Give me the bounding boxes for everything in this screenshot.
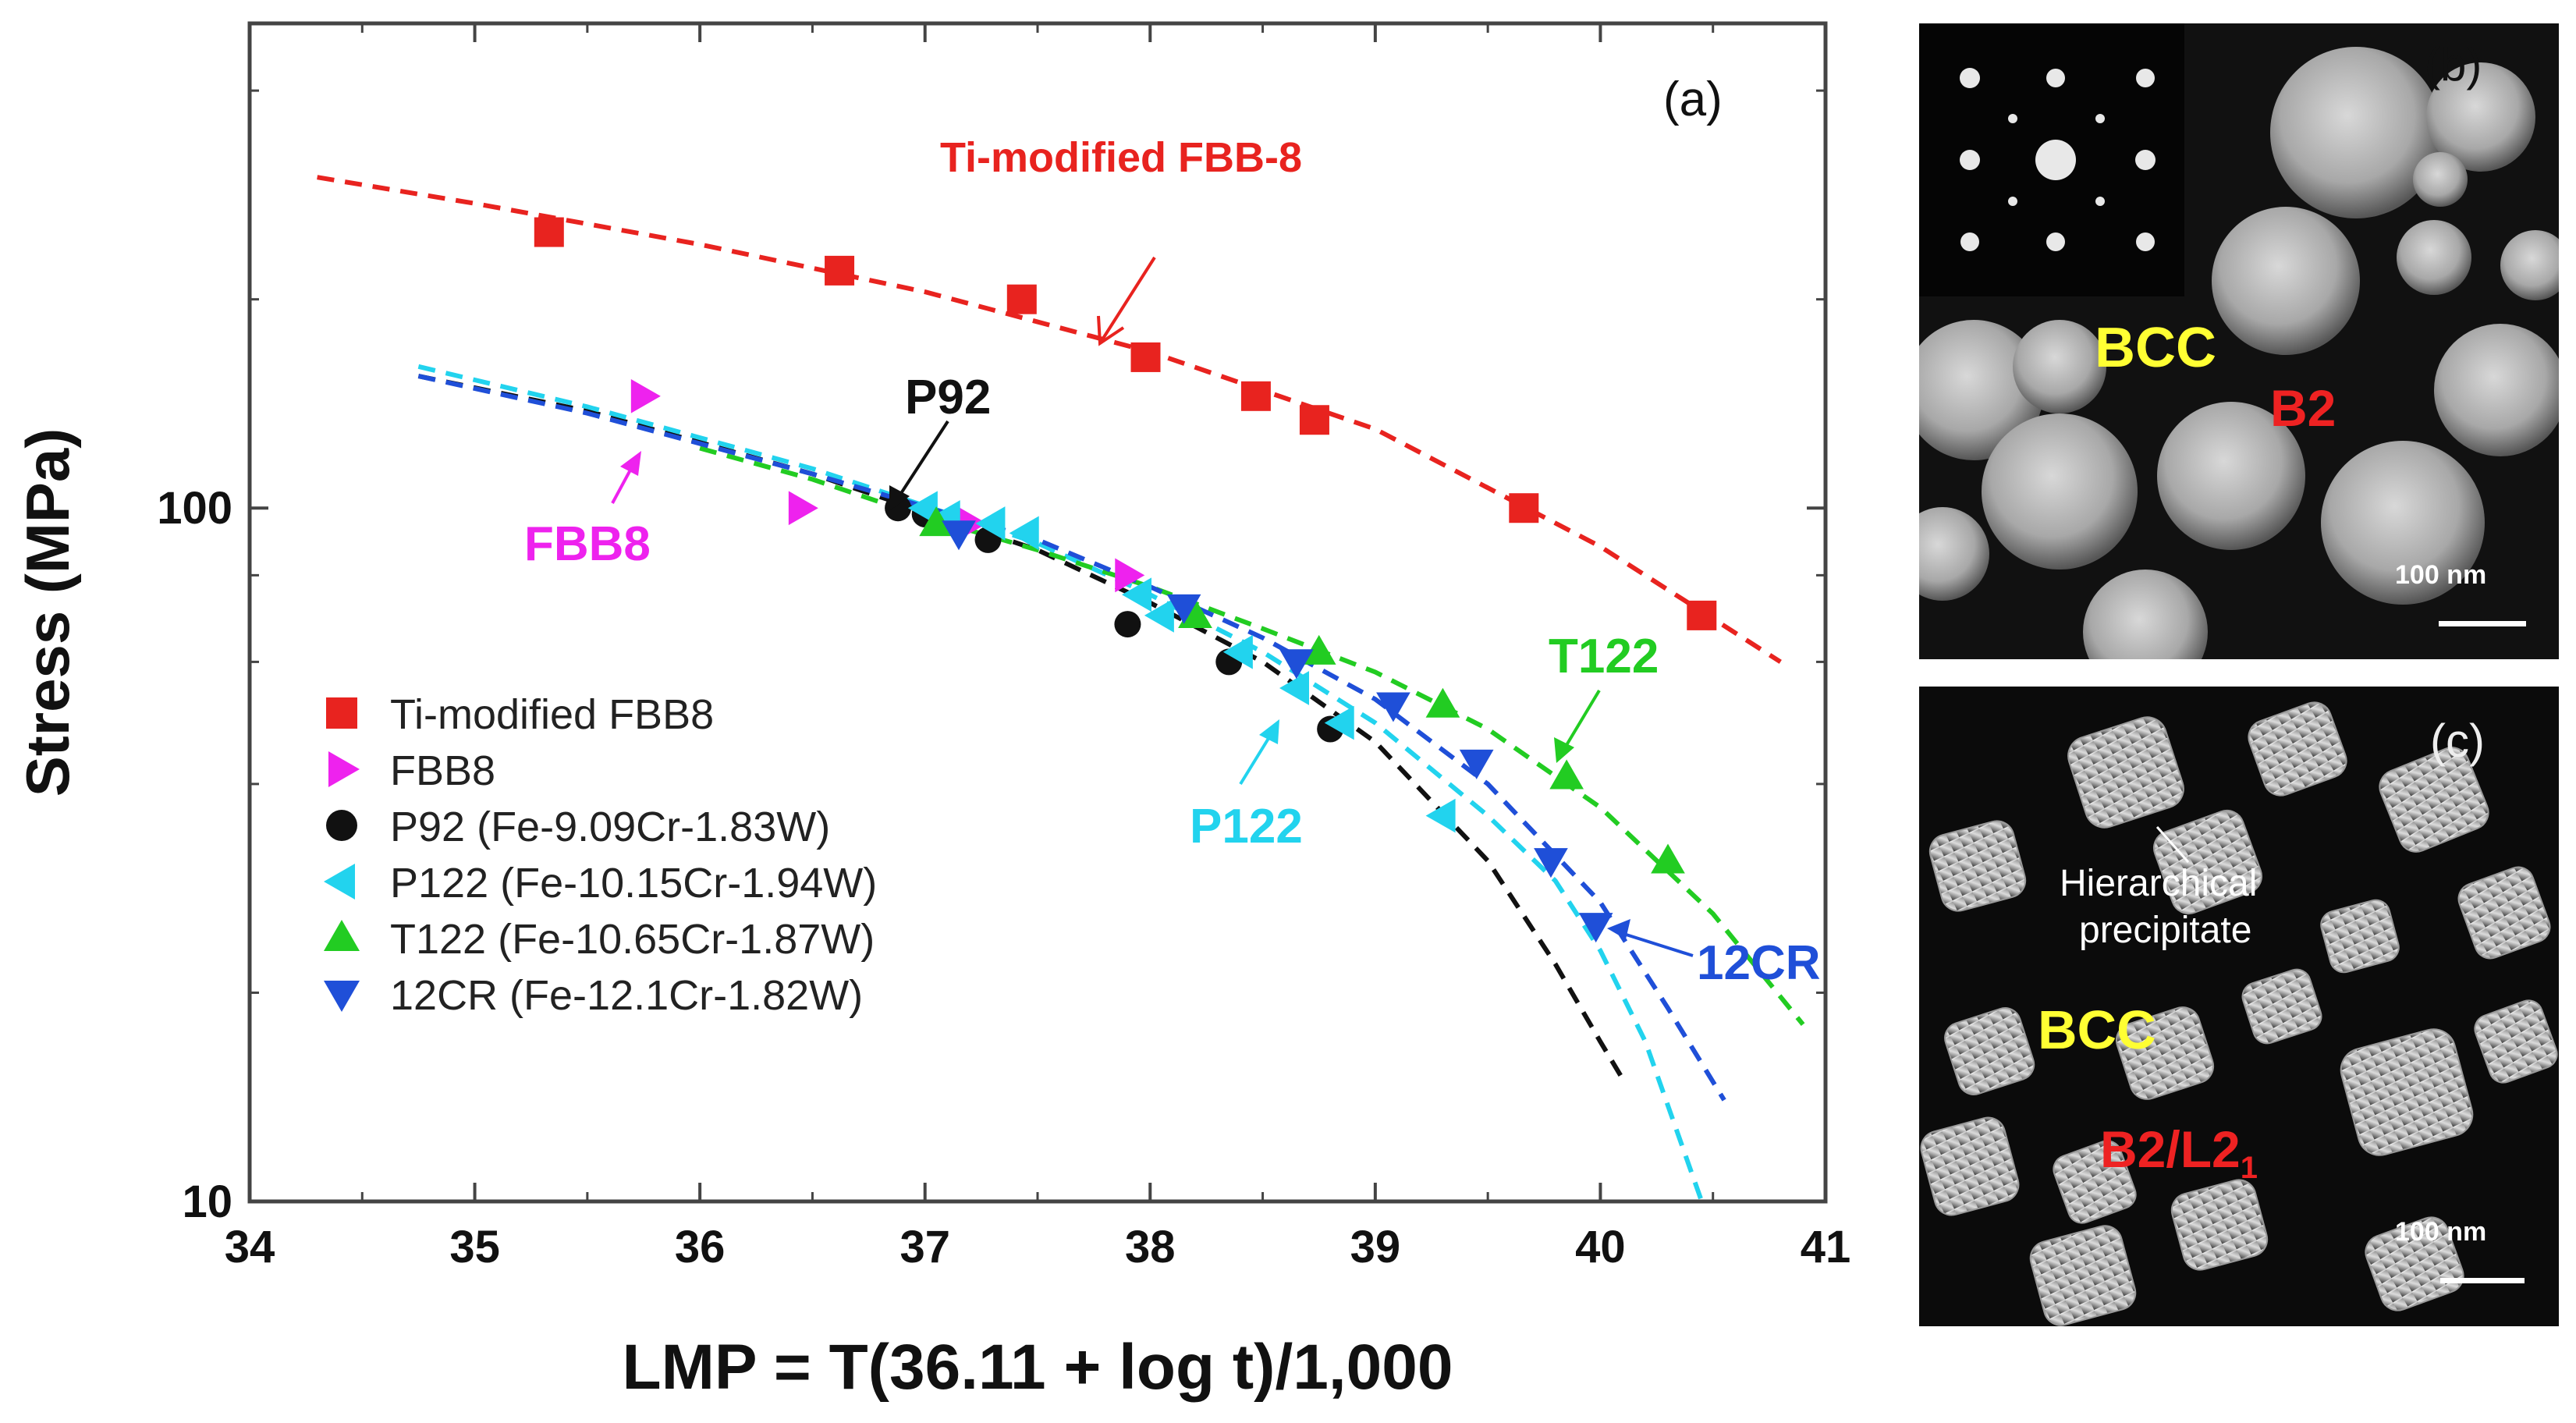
legend-label: P92 (Fe-9.09Cr-1.83W) (390, 804, 830, 850)
phase-bcc-b: BCC (2095, 317, 2216, 379)
data-point-triangle-right (630, 378, 661, 413)
stress-lmp-chart: 34 35 36 37 38 39 40 41 10 100 (a) Ti-modified FB… (13, 21, 1850, 1403)
legend-label: FBB8 (390, 747, 495, 794)
data-point-triangle-left (975, 506, 1006, 541)
phase-b2-b: B2 (2270, 379, 2336, 437)
scale-text-b: 100 nm (2395, 560, 2487, 590)
legend-label: T122 (Fe-10.65Cr-1.87W) (390, 916, 875, 963)
y-tick-label: 10 (182, 1176, 232, 1227)
data-point-triangle-left (1324, 705, 1354, 740)
fit-curve (699, 445, 1805, 1026)
hierarchical-note-line2: precipitate (2079, 910, 2252, 951)
legend-label: Ti-modified FBB8 (390, 691, 714, 738)
data-point-circle (1114, 611, 1141, 638)
data-point-square (534, 217, 564, 247)
data-point-triangle-left (1009, 516, 1039, 551)
annotation-arrows (611, 256, 1694, 957)
data-point-square (1240, 381, 1271, 411)
phase-l2-subscript: 1 (2240, 1151, 2258, 1186)
data-point-triangle-left (1425, 798, 1456, 833)
data-point-triangle-down (1376, 692, 1410, 722)
axis-ticks: 34 35 36 37 38 39 40 41 10 100 (157, 23, 1850, 1272)
data-point-triangle-left (1144, 598, 1174, 633)
data-point-triangle-down (1534, 848, 1568, 878)
y-axis-title: Stress (MPa) (13, 428, 82, 797)
legend-marker-circle (326, 810, 357, 841)
data-point-triangle-up (1178, 598, 1212, 629)
data-point-triangle-left (1279, 671, 1310, 705)
data-point-triangle-down (942, 520, 976, 551)
x-tick-label: 40 (1575, 1222, 1626, 1272)
data-point-square (825, 255, 855, 286)
data-point-triangle-up (919, 506, 953, 537)
x-tick-label: 38 (1125, 1222, 1176, 1272)
x-tick-label: 34 (225, 1222, 275, 1272)
data-point-triangle-up (1549, 759, 1584, 790)
data-point-triangle-down (1578, 913, 1613, 943)
x-axis-title: LMP = T(36.11 + log t)/1,000 (623, 1332, 1453, 1403)
tem-panel-b: (b) BCC B2 100 nm (1919, 23, 2559, 659)
scale-bar-b (2439, 621, 2526, 626)
data-point-triangle-down (1459, 749, 1494, 779)
fit-curve (417, 364, 1705, 1202)
data-point-triangle-down (1166, 594, 1201, 624)
panel-label-c: (c) (2430, 715, 2485, 767)
scale-text-c: 100 nm (2395, 1217, 2487, 1247)
data-point-square (1509, 493, 1539, 523)
panel-label-b: (b) (2425, 38, 2482, 90)
phase-b2-l2-text: B2/L2 (2100, 1120, 2241, 1178)
data-point-triangle-right (1115, 558, 1145, 593)
legend-marker-square (326, 697, 357, 729)
tem-image-c (1919, 687, 2559, 1326)
data-point-triangle-left (1122, 577, 1152, 612)
legend: Ti-modified FBB8 FBB8 P92 (Fe-9.09Cr-1.83W… (324, 691, 877, 1019)
anno-t122: T122 (1549, 630, 1659, 683)
anno-12cr: 12CR (1697, 936, 1821, 990)
fit-curves (317, 175, 1805, 1202)
x-tick-label: 36 (675, 1222, 726, 1272)
x-tick-label: 35 (449, 1222, 500, 1272)
hierarchical-note-line1: Hierarchical (2060, 863, 2258, 904)
panel-label-a: (a) (1663, 73, 1723, 126)
data-point-triangle-up (1651, 843, 1685, 874)
plot-frame (247, 21, 1828, 1204)
data-markers (534, 217, 1717, 943)
data-point-square (1687, 600, 1717, 630)
legend-marker-triangle-down (324, 981, 360, 1012)
anno-ti-modified-fbb8: Ti-modified FBB-8 (940, 134, 1302, 181)
x-tick-label: 41 (1801, 1222, 1851, 1272)
anno-p122: P122 (1190, 800, 1303, 853)
legend-marker-triangle-left (324, 864, 355, 900)
phase-b2-l21-c: B2/L21 (2100, 1120, 2258, 1186)
scale-bar-c (2440, 1278, 2525, 1283)
fit-curve (317, 175, 1782, 664)
tem-image-b (1919, 23, 2559, 659)
legend-label: P122 (Fe-10.15Cr-1.94W) (390, 860, 877, 907)
data-point-square (1299, 405, 1329, 435)
data-point-square (1006, 284, 1037, 314)
x-tick-label: 37 (899, 1222, 950, 1272)
legend-marker-triangle-right (328, 751, 360, 787)
data-point-triangle-down (1279, 649, 1314, 680)
legend-label: 12CR (Fe-12.1Cr-1.82W) (390, 972, 863, 1019)
tem-panel-c: (c) Hierarchical precipitate BCC B2/L21 … (1919, 687, 2559, 1326)
anno-fbb8: FBB8 (524, 517, 651, 571)
data-point-triangle-left (1222, 634, 1253, 669)
fit-curve (417, 374, 1625, 1081)
x-tick-label: 39 (1350, 1222, 1401, 1272)
data-point-triangle-right (788, 491, 818, 526)
anno-p92: P92 (905, 371, 991, 424)
legend-marker-triangle-up (324, 920, 360, 951)
y-tick-label: 100 (157, 483, 232, 534)
data-point-square (1130, 342, 1161, 372)
data-point-triangle-left (907, 491, 938, 526)
data-point-triangle-up (1425, 687, 1460, 718)
fit-curve (417, 374, 1726, 1102)
data-point-triangle-up (1301, 634, 1336, 665)
phase-bcc-c: BCC (2038, 999, 2156, 1060)
